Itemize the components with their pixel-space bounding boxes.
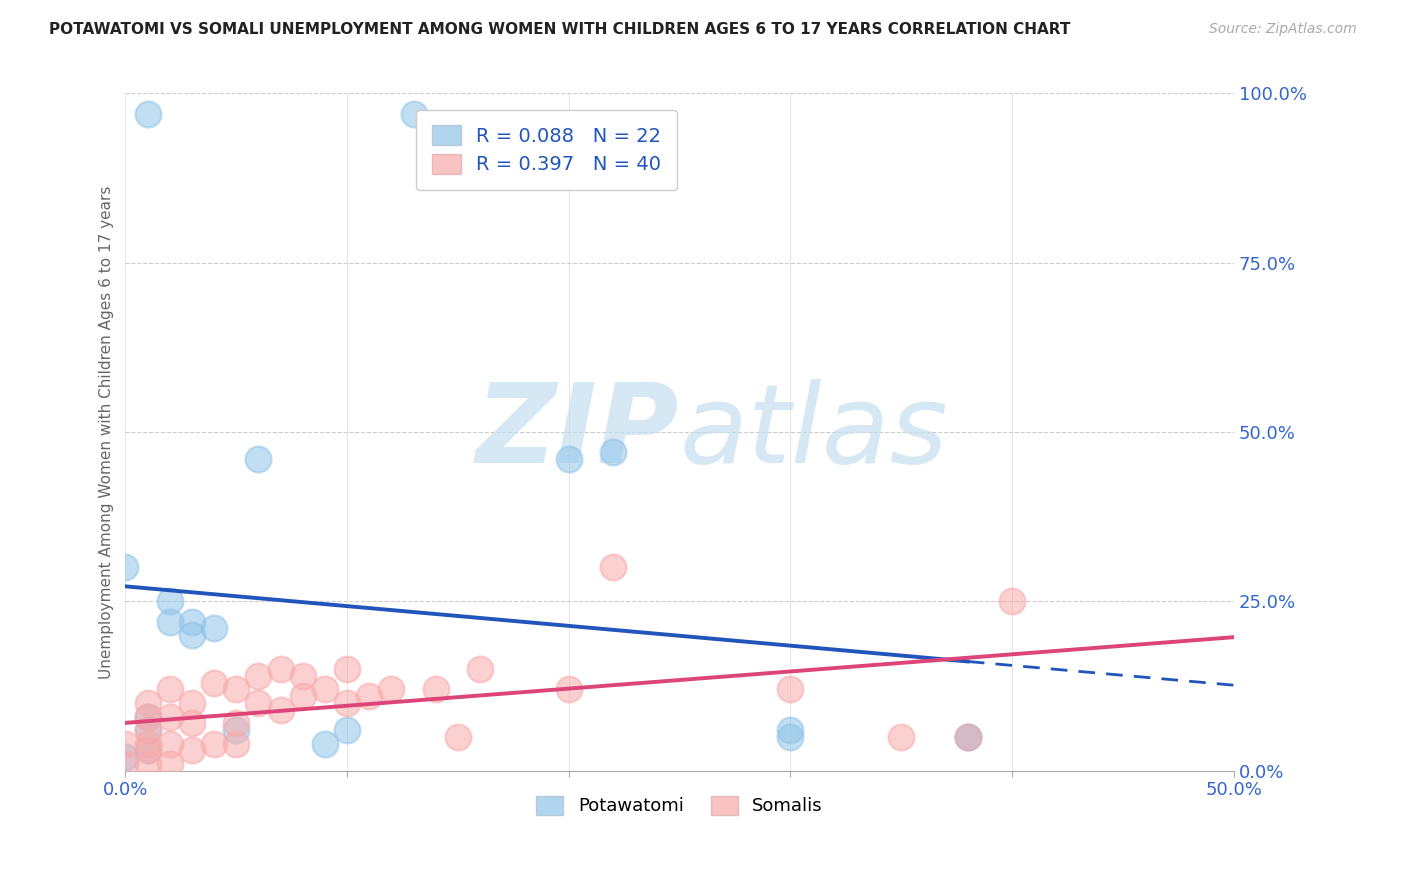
Text: Source: ZipAtlas.com: Source: ZipAtlas.com — [1209, 22, 1357, 37]
Point — [602, 445, 624, 459]
Y-axis label: Unemployment Among Women with Children Ages 6 to 17 years: Unemployment Among Women with Children A… — [100, 186, 114, 679]
Point — [114, 756, 136, 771]
Point — [181, 716, 204, 731]
Point — [314, 682, 336, 697]
Point — [247, 696, 270, 710]
Text: atlas: atlas — [679, 378, 948, 485]
Point — [402, 106, 425, 120]
Point — [114, 737, 136, 751]
Text: POTAWATOMI VS SOMALI UNEMPLOYMENT AMONG WOMEN WITH CHILDREN AGES 6 TO 17 YEARS C: POTAWATOMI VS SOMALI UNEMPLOYMENT AMONG … — [49, 22, 1070, 37]
Point — [159, 709, 181, 723]
Point — [359, 689, 381, 703]
Point — [890, 730, 912, 744]
Point — [225, 737, 247, 751]
Point — [558, 682, 581, 697]
Point — [225, 716, 247, 731]
Point — [136, 709, 159, 723]
Point — [202, 737, 225, 751]
Text: ZIP: ZIP — [477, 378, 679, 485]
Point — [159, 756, 181, 771]
Point — [270, 662, 292, 676]
Point — [425, 682, 447, 697]
Point — [247, 452, 270, 467]
Point — [956, 730, 979, 744]
Legend: Potawatomi, Somalis: Potawatomi, Somalis — [529, 789, 830, 822]
Point — [114, 750, 136, 764]
Point — [1001, 594, 1024, 608]
Point — [181, 743, 204, 757]
Point — [136, 709, 159, 723]
Point — [202, 622, 225, 636]
Point — [291, 689, 314, 703]
Point — [202, 675, 225, 690]
Point — [114, 560, 136, 574]
Point — [159, 594, 181, 608]
Point — [336, 662, 359, 676]
Point — [181, 615, 204, 629]
Point — [225, 682, 247, 697]
Point — [336, 696, 359, 710]
Point — [159, 682, 181, 697]
Point — [270, 703, 292, 717]
Point — [136, 743, 159, 757]
Point — [225, 723, 247, 737]
Point — [558, 452, 581, 467]
Point — [159, 615, 181, 629]
Point — [181, 628, 204, 642]
Point — [247, 669, 270, 683]
Point — [291, 669, 314, 683]
Point — [779, 723, 801, 737]
Point — [136, 723, 159, 737]
Point — [602, 560, 624, 574]
Point — [159, 737, 181, 751]
Point — [314, 737, 336, 751]
Point — [336, 723, 359, 737]
Point — [136, 743, 159, 757]
Point — [136, 756, 159, 771]
Point — [136, 723, 159, 737]
Point — [779, 730, 801, 744]
Point — [181, 696, 204, 710]
Point — [136, 696, 159, 710]
Point — [136, 106, 159, 120]
Point — [468, 662, 491, 676]
Point — [380, 682, 402, 697]
Point — [447, 730, 470, 744]
Point — [956, 730, 979, 744]
Point — [779, 682, 801, 697]
Point — [136, 737, 159, 751]
Point — [956, 730, 979, 744]
